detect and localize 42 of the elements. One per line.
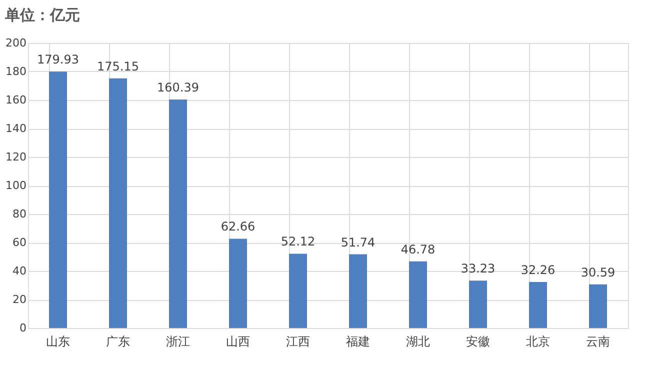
data-label: 33.23	[460, 262, 496, 276]
x-tick-label: 广东	[106, 334, 130, 348]
x-tick-label: 福建	[346, 334, 370, 348]
x-tick-label: 江西	[286, 334, 310, 348]
y-tick-label: 100	[6, 179, 26, 192]
bar	[229, 238, 247, 328]
data-label: 51.74	[340, 235, 376, 250]
bar	[349, 254, 367, 328]
x-tick-label: 安徽	[466, 334, 490, 348]
x-tick-label: 北京	[526, 334, 550, 348]
x-tick-label: 山西	[226, 334, 250, 348]
y-tick-label: 0	[20, 322, 26, 334]
y-tick-label: 80	[12, 208, 26, 220]
x-tick-label: 山东	[46, 334, 70, 348]
y-tick-label: 60	[12, 236, 26, 249]
x-tick-label: 浙江	[166, 334, 190, 348]
data-label: 179.93	[37, 52, 79, 67]
y-tick-label: 120	[6, 150, 26, 164]
y-tick-label: 40	[12, 264, 26, 278]
y-tick-label: 200	[6, 36, 26, 50]
bar	[589, 284, 607, 328]
chart-title: 单位：亿元	[4, 6, 80, 24]
data-label: 62.66	[220, 220, 256, 234]
bar	[49, 72, 67, 328]
y-tick-label: 160	[6, 94, 26, 106]
bar	[529, 282, 547, 328]
bar	[409, 261, 427, 328]
data-label: 160.39	[157, 80, 199, 94]
bar	[109, 78, 127, 328]
bar	[469, 280, 487, 328]
data-label: 175.15	[97, 59, 139, 74]
bar	[289, 254, 307, 328]
y-tick-label: 20	[12, 293, 26, 306]
bar	[169, 99, 187, 328]
x-tick-label: 云南	[586, 334, 610, 348]
data-label: 32.26	[520, 263, 556, 278]
y-tick-label: 180	[6, 65, 26, 78]
y-tick-label: 140	[6, 122, 26, 135]
data-label: 46.78	[400, 242, 436, 256]
x-tick-label: 湖北	[406, 334, 430, 348]
data-label: 52.12	[280, 234, 316, 249]
data-label: 30.59	[580, 265, 616, 280]
